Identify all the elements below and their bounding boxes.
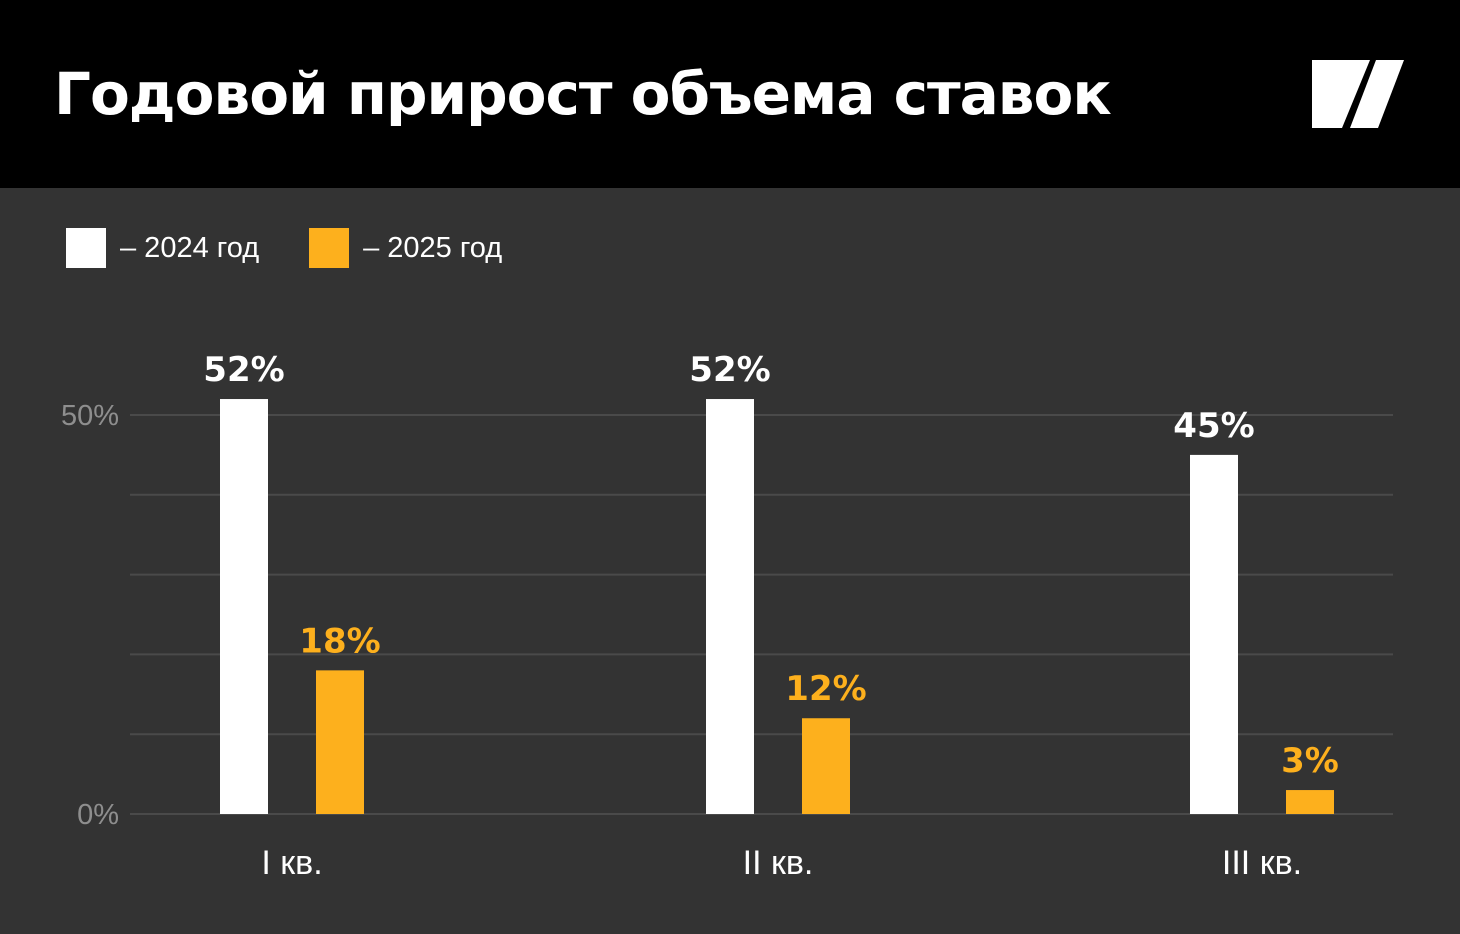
x-axis-categories: I кв. II кв. III кв. xyxy=(261,844,1302,882)
bar-2025-q2 xyxy=(802,718,850,814)
legend-item-2025: – 2025 год xyxy=(309,228,502,268)
bar-2025-q1 xyxy=(316,670,364,814)
category-label: I кв. xyxy=(261,844,322,882)
chart-legend: – 2024 год – 2025 год xyxy=(66,228,552,268)
data-label: 45% xyxy=(1173,406,1254,446)
category-label: III кв. xyxy=(1222,844,1302,882)
y-tick-label: 50% xyxy=(61,400,119,432)
legend-label-2025: – 2025 год xyxy=(363,231,503,264)
brand-logo-icon xyxy=(1312,60,1404,128)
y-tick-label: 0% xyxy=(77,799,119,831)
legend-swatch-2025 xyxy=(309,228,350,268)
category-label: II кв. xyxy=(743,844,814,882)
bars xyxy=(220,399,1334,814)
legend-label-2024: – 2024 год xyxy=(120,231,260,264)
bar-2024-q2 xyxy=(706,399,754,814)
data-label: 52% xyxy=(689,350,770,390)
header-bar: Годовой прирост объема ставок xyxy=(0,0,1460,188)
data-label: 52% xyxy=(203,350,284,390)
legend-item-2024: – 2024 год xyxy=(66,228,259,268)
bar-2024-q1 xyxy=(220,399,268,814)
page-title: Годовой прирост объема ставок xyxy=(54,60,1112,128)
data-label: 18% xyxy=(299,621,380,661)
bar-2024-q3 xyxy=(1190,454,1238,814)
y-axis-ticks: 0% 50% xyxy=(61,400,119,831)
value-labels: 52% 52% 45% 18% 12% 3% xyxy=(203,350,1339,781)
bar-2025-q3 xyxy=(1286,790,1334,814)
data-label: 12% xyxy=(785,669,866,709)
data-label: 3% xyxy=(1281,741,1339,781)
legend-swatch-2024 xyxy=(66,228,106,268)
